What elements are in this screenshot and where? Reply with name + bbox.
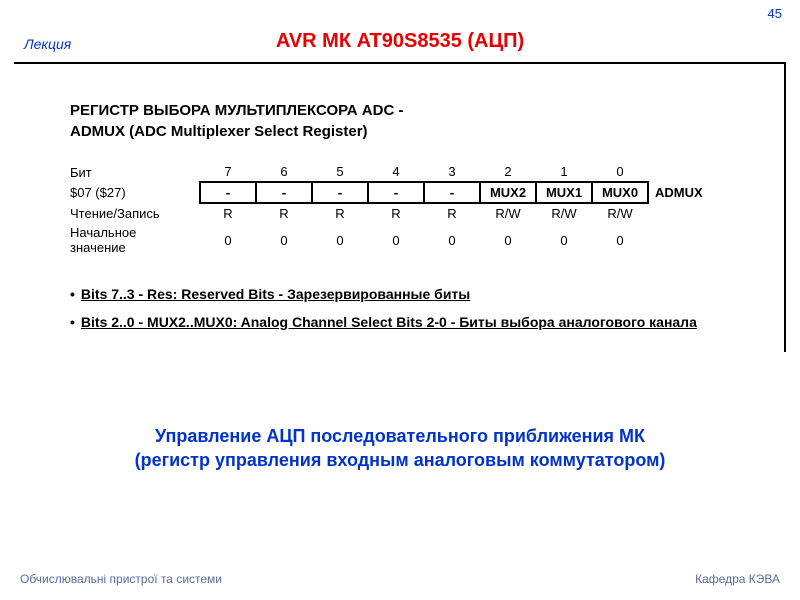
main-title: AVR МК AT90S8535 (АЦП) <box>0 30 800 53</box>
bit-col: 3 <box>424 162 480 182</box>
init-row-label: Начальное значение <box>70 223 200 257</box>
bit-col: 6 <box>256 162 312 182</box>
footer-right: Кафедра КЭВА <box>695 572 780 586</box>
subtitle-line2: (регистр управления входным аналоговым к… <box>135 450 666 470</box>
page-number: 45 <box>768 6 782 21</box>
field-cell: MUX2 <box>480 182 536 203</box>
init-cell: 0 <box>200 223 256 257</box>
init-cell: 0 <box>424 223 480 257</box>
horizontal-rule <box>14 62 786 64</box>
bit-desc-item: • Bits 2..0 - MUX2..MUX0: Analog Channel… <box>70 311 760 335</box>
rw-cell: R <box>368 203 424 223</box>
register-table: Бит 7 6 5 4 3 2 1 0 $07 ($27) - - - - - … <box>70 162 708 257</box>
rw-row-label: Чтение/Запись <box>70 203 200 223</box>
bullet-dot-icon: • <box>70 283 75 307</box>
bit-number-row: Бит 7 6 5 4 3 2 1 0 <box>70 162 708 182</box>
addr-row-label: $07 ($27) <box>70 182 200 203</box>
bit-col: 7 <box>200 162 256 182</box>
bit-col: 5 <box>312 162 368 182</box>
rw-cell: R/W <box>592 203 648 223</box>
field-cell: - <box>368 182 424 203</box>
rw-cell: R/W <box>536 203 592 223</box>
init-row: Начальное значение 0 0 0 0 0 0 0 0 <box>70 223 708 257</box>
bit-row-label: Бит <box>70 162 200 182</box>
register-heading-line2: ADMUX (ADC Multiplexer Select Register) <box>70 123 368 140</box>
subtitle: Управление АЦП последовательного приближ… <box>0 424 800 473</box>
field-row: $07 ($27) - - - - - MUX2 MUX1 MUX0 ADMUX <box>70 182 708 203</box>
register-name: ADMUX <box>648 182 708 203</box>
register-heading-line1: РЕГИСТР ВЫБОРА МУЛЬТИПЛЕКСОРА ADC - <box>70 102 403 119</box>
rw-cell: R/W <box>480 203 536 223</box>
init-cell: 0 <box>480 223 536 257</box>
field-cell: MUX0 <box>592 182 648 203</box>
bit-col: 0 <box>592 162 648 182</box>
init-cell: 0 <box>368 223 424 257</box>
bit-descriptions: • Bits 7..3 - Res: Reserved Bits - Зарез… <box>70 283 760 335</box>
rw-cell: R <box>256 203 312 223</box>
bit-desc-item: • Bits 7..3 - Res: Reserved Bits - Зарез… <box>70 283 760 307</box>
bit-desc-text: Bits 7..3 - Res: Reserved Bits - Зарезер… <box>81 283 470 307</box>
field-cell: - <box>312 182 368 203</box>
init-cell: 0 <box>256 223 312 257</box>
subtitle-line1: Управление АЦП последовательного приближ… <box>155 426 645 446</box>
field-cell: MUX1 <box>536 182 592 203</box>
footer-left: Обчислювальні пристрої та системи <box>20 572 222 586</box>
bit-col: 4 <box>368 162 424 182</box>
bit-col: 2 <box>480 162 536 182</box>
content-area: РЕГИСТР ВЫБОРА МУЛЬТИПЛЕКСОРА ADC - ADMU… <box>70 100 760 339</box>
field-cell: - <box>200 182 256 203</box>
rw-row: Чтение/Запись R R R R R R/W R/W R/W <box>70 203 708 223</box>
rw-cell: R <box>312 203 368 223</box>
register-heading: РЕГИСТР ВЫБОРА МУЛЬТИПЛЕКСОРА ADC - ADMU… <box>70 100 760 142</box>
bit-col: 1 <box>536 162 592 182</box>
vertical-rule <box>784 62 786 352</box>
rw-cell: R <box>424 203 480 223</box>
init-cell: 0 <box>592 223 648 257</box>
init-cell: 0 <box>312 223 368 257</box>
register-name-cell-spacer <box>648 162 708 182</box>
bit-desc-text: Bits 2..0 - MUX2..MUX0: Analog Channel S… <box>81 311 697 335</box>
init-cell: 0 <box>536 223 592 257</box>
rw-cell: R <box>200 203 256 223</box>
field-cell: - <box>424 182 480 203</box>
field-cell: - <box>256 182 312 203</box>
bullet-dot-icon: • <box>70 311 75 335</box>
